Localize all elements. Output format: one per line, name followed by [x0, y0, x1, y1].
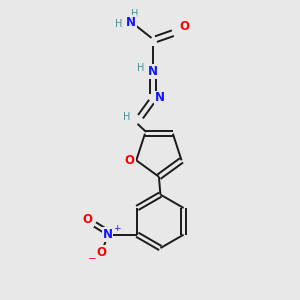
- Text: N: N: [154, 92, 164, 104]
- Text: N: N: [148, 65, 158, 78]
- Text: +: +: [113, 224, 121, 233]
- Text: O: O: [180, 20, 190, 33]
- Text: O: O: [125, 154, 135, 167]
- Text: O: O: [97, 246, 106, 259]
- Text: N: N: [126, 16, 136, 29]
- Text: N: N: [103, 228, 112, 241]
- Text: −: −: [88, 254, 97, 264]
- Text: O: O: [82, 213, 93, 226]
- Text: H: H: [137, 63, 144, 73]
- Text: H: H: [115, 19, 122, 29]
- Text: H: H: [130, 9, 138, 19]
- Text: H: H: [123, 112, 130, 122]
